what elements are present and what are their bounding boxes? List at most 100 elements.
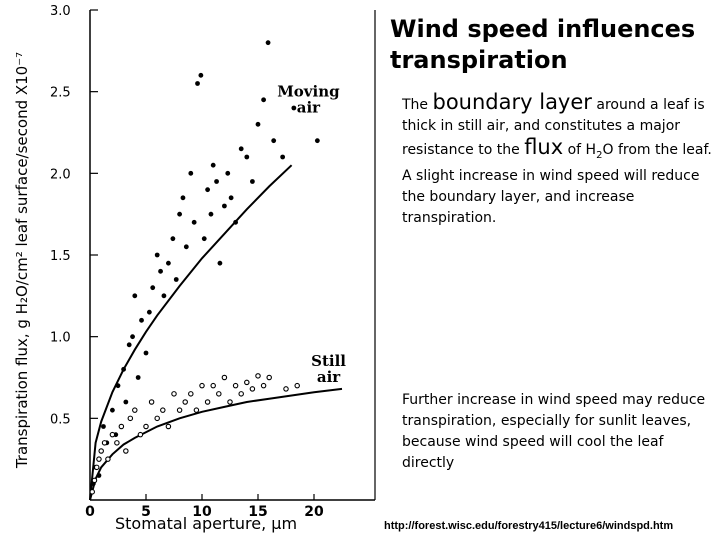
- y-axis-label: Transpiration flux, g H₂O/cm² leaf surfa…: [2, 10, 42, 510]
- moving-air-point: [161, 293, 167, 299]
- y-tick-label: 3.0: [50, 4, 71, 19]
- still-air-point: [109, 431, 116, 438]
- moving-air-point: [191, 219, 197, 225]
- still-air-point: [193, 407, 200, 413]
- p1-of: of H: [567, 142, 597, 158]
- moving-air-point: [177, 211, 183, 217]
- still-air-point: [114, 440, 120, 446]
- moving-air-point: [135, 375, 141, 380]
- still-air-point: [154, 415, 160, 422]
- y-tick-label: 1.5: [50, 249, 71, 264]
- annotation-line: Still: [311, 352, 346, 370]
- moving-air-point: [126, 342, 132, 348]
- still-air-point: [266, 374, 272, 381]
- x-axis-label: Stomatal aperture, μm: [115, 514, 298, 533]
- data-points: [89, 40, 320, 495]
- still-air-point: [93, 464, 100, 471]
- paragraph-boundary-layer: The boundary layer around a leaf is thic…: [402, 92, 718, 229]
- y-tick-label: 2.0: [50, 167, 71, 182]
- still-air-point: [199, 382, 205, 389]
- moving-air-point: [150, 285, 156, 291]
- moving-air-point: [180, 195, 186, 201]
- moving-air-point: [250, 179, 255, 184]
- moving-air-point: [214, 179, 219, 184]
- x-tick-label: 0: [85, 504, 95, 520]
- still-air-point: [89, 489, 95, 495]
- p1-subscript: 2: [596, 149, 603, 161]
- still-air-point: [244, 379, 250, 386]
- still-air-point: [123, 448, 129, 454]
- title-line-1: Wind speed influences: [390, 15, 696, 43]
- still-air-point: [249, 386, 256, 392]
- moving-air-point: [170, 236, 176, 242]
- moving-air-point: [265, 40, 271, 46]
- moving-air-point: [115, 383, 121, 389]
- moving-air-point: [123, 399, 129, 405]
- moving-air-point: [255, 121, 261, 127]
- moving-air-point: [238, 146, 244, 152]
- moving-air-point: [208, 211, 214, 217]
- still-air-point: [210, 382, 216, 389]
- annotation-moving-air: Moving air: [277, 83, 340, 117]
- moving-air-point: [205, 187, 211, 193]
- annotation-line: Moving: [277, 83, 340, 101]
- fit-curves: [89, 164, 343, 501]
- still-air-point: [98, 448, 104, 454]
- x-tick-label: 10: [192, 504, 212, 520]
- still-air-point: [221, 374, 228, 381]
- source-url: http://forest.wisc.edu/forestry415/lectu…: [384, 520, 674, 532]
- moving-air-point: [101, 424, 106, 429]
- fit-curve-still-air: [89, 387, 343, 501]
- title-line-2: transpiration: [390, 46, 568, 74]
- still-air-point: [101, 440, 108, 446]
- moving-air-point: [244, 154, 250, 160]
- moving-air-point: [183, 244, 189, 250]
- still-air-point: [137, 431, 144, 438]
- moving-air-point: [225, 170, 231, 176]
- x-tick-label: 15: [248, 504, 267, 520]
- p1-boundary-layer: boundary layer: [432, 90, 592, 114]
- scatter-chart: 0.5 1.0 1.5 2.0 2.5 3.0 0 5 10 15 20 Moving air Stil…: [2, 4, 376, 533]
- still-air-point: [216, 391, 222, 397]
- still-air-point: [294, 382, 300, 389]
- moving-air-point: [188, 170, 194, 176]
- still-air-point: [96, 456, 102, 462]
- still-air-point: [188, 391, 194, 397]
- moving-air-point: [132, 293, 138, 299]
- still-air-point: [176, 407, 183, 413]
- moving-air-point: [158, 268, 163, 274]
- still-air-point: [232, 382, 239, 389]
- moving-air-point: [130, 334, 135, 340]
- still-air-point: [283, 386, 289, 392]
- still-air-point: [118, 423, 125, 430]
- p1-the: The: [402, 97, 429, 113]
- moving-air-point: [146, 309, 152, 315]
- y-tick-label: 2.5: [50, 86, 71, 101]
- x-tick-label: 20: [304, 504, 324, 520]
- annotation-line: air: [317, 368, 341, 386]
- moving-air-point: [280, 154, 286, 160]
- moving-air-point: [217, 260, 223, 266]
- still-air-point: [91, 477, 98, 484]
- chart-svg: 0.51.01.52.02.53.00 5 10 15 20 Moving airStil…: [50, 4, 376, 520]
- moving-air-point: [154, 252, 160, 258]
- moving-air-point: [198, 72, 204, 78]
- still-air-point: [204, 399, 211, 405]
- still-air-point: [260, 382, 267, 389]
- still-air-point: [171, 391, 177, 397]
- still-air-point: [132, 407, 138, 413]
- still-air-point: [165, 423, 172, 430]
- y-axis-label-text: Transpiration flux, g H₂O/cm² leaf surfa…: [13, 51, 31, 469]
- moving-air-point: [233, 219, 239, 225]
- moving-air-point: [291, 105, 297, 111]
- moving-air-point: [314, 138, 320, 144]
- p1-flux: flux: [524, 135, 564, 159]
- moving-air-point: [195, 81, 200, 86]
- annotation-line: air: [297, 99, 321, 117]
- still-air-point: [127, 415, 134, 422]
- x-tick-label: 5: [141, 504, 151, 520]
- still-air-point: [105, 456, 111, 462]
- still-air-point: [227, 399, 233, 405]
- moving-air-point: [121, 366, 126, 372]
- p1-rest2: O from the leaf. A slight increase in wi…: [402, 142, 712, 226]
